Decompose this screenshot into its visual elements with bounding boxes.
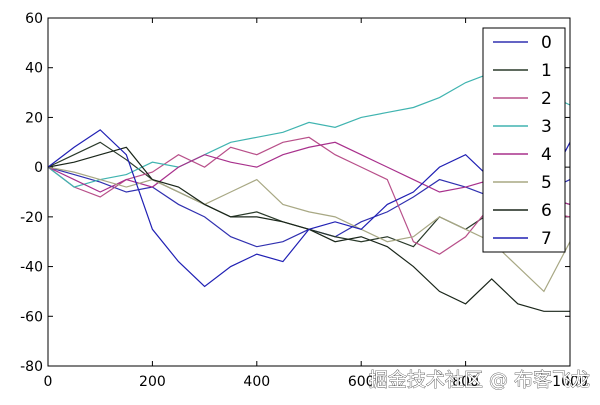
legend-label: 2 bbox=[541, 89, 552, 109]
x-tick-label: 400 bbox=[243, 374, 270, 390]
x-tick-label: 200 bbox=[139, 374, 166, 390]
legend-box bbox=[482, 27, 566, 253]
legend-label: 0 bbox=[541, 33, 552, 53]
y-tick-label: -40 bbox=[20, 260, 43, 276]
legend-label: 7 bbox=[541, 229, 552, 249]
y-tick-label: -20 bbox=[20, 210, 43, 226]
x-tick-label: 800 bbox=[452, 374, 479, 390]
y-tick-label: -80 bbox=[20, 359, 43, 375]
y-tick-label: -60 bbox=[20, 309, 43, 325]
legend-label: 6 bbox=[541, 201, 552, 221]
y-tick-label: 60 bbox=[25, 11, 43, 27]
legend-label: 4 bbox=[541, 145, 552, 165]
legend-label: 3 bbox=[541, 117, 552, 137]
y-tick-label: 40 bbox=[25, 61, 43, 77]
y-tick-label: 20 bbox=[25, 110, 43, 126]
legend-label: 1 bbox=[541, 61, 552, 81]
watermark: 掘金技术社区 @ 布客飞龙 bbox=[369, 369, 590, 391]
x-tick-label: 1000 bbox=[552, 374, 588, 390]
plot-frame bbox=[47, 17, 571, 367]
x-tick-label: 0 bbox=[44, 374, 53, 390]
y-tick-label: 0 bbox=[34, 160, 43, 176]
legend-label: 5 bbox=[541, 173, 552, 193]
x-tick-label: 600 bbox=[348, 374, 375, 390]
